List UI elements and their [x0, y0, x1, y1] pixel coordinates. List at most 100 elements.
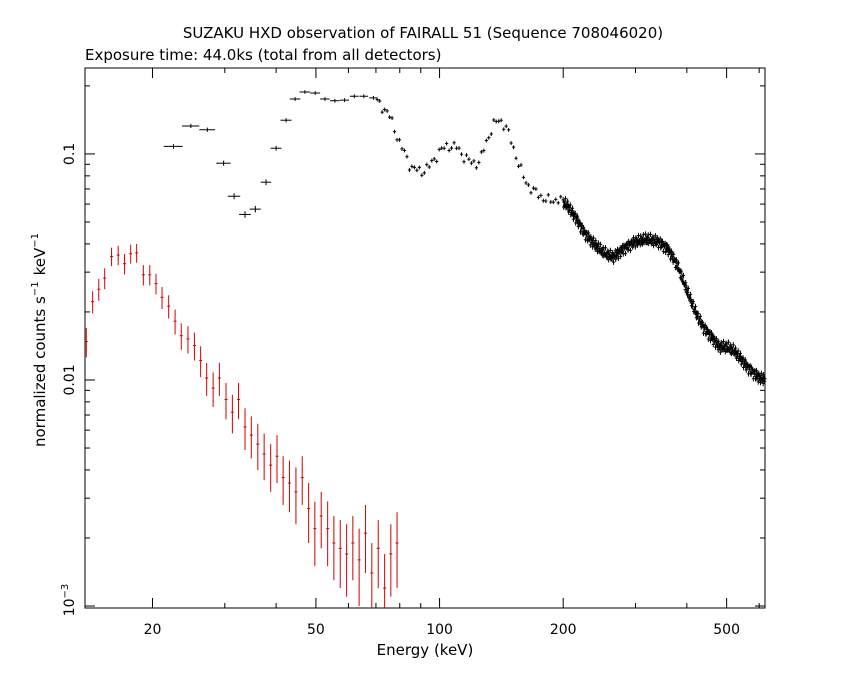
data-point	[610, 255, 614, 262]
data-point	[103, 268, 107, 290]
data-point	[489, 132, 493, 136]
data-point	[693, 303, 698, 310]
data-point	[499, 118, 503, 123]
data-point	[389, 524, 393, 597]
data-point	[756, 379, 760, 385]
data-point	[445, 141, 449, 146]
data-point	[294, 467, 298, 525]
data-point	[731, 347, 735, 353]
chart-subtitle: Exposure time: 44.0ks (total from all de…	[85, 46, 441, 64]
data-point	[310, 91, 321, 95]
data-point	[224, 382, 228, 420]
data-point	[287, 460, 291, 513]
data-point	[269, 444, 273, 492]
data-point	[575, 213, 580, 219]
data-point	[154, 273, 158, 295]
data-point	[529, 190, 533, 195]
data-point	[743, 357, 747, 363]
data-point	[559, 194, 563, 199]
data-point	[405, 154, 409, 159]
data-point	[148, 265, 152, 286]
data-point	[573, 210, 577, 217]
data-point	[674, 257, 678, 263]
data-point	[698, 313, 702, 320]
data-point	[410, 164, 414, 169]
data-point	[402, 148, 407, 153]
data-point	[669, 248, 674, 254]
data-point	[688, 291, 693, 298]
data-point	[457, 146, 461, 151]
data-point	[531, 186, 536, 191]
data-point	[607, 256, 611, 263]
data-point	[591, 235, 596, 241]
data-point	[492, 118, 496, 122]
chart-title: SUZAKU HXD observation of FAIRALL 51 (Se…	[183, 24, 663, 42]
x-axis-label: Energy (keV)	[377, 641, 474, 659]
data-point	[714, 336, 719, 342]
data-point	[482, 148, 486, 153]
data-point	[763, 376, 767, 382]
data-point	[556, 200, 560, 205]
data-point	[459, 152, 464, 157]
data-point	[626, 247, 630, 253]
x-tick-label: 100	[426, 622, 453, 638]
data-point	[369, 95, 378, 100]
data-point	[397, 137, 402, 142]
data-point	[563, 201, 567, 207]
data-point	[160, 286, 164, 310]
data-point	[256, 423, 260, 470]
data-point	[658, 236, 662, 242]
data-point	[129, 244, 133, 264]
data-point	[230, 394, 234, 434]
data-point	[217, 362, 221, 396]
data-point	[736, 348, 740, 354]
data-point	[270, 145, 282, 151]
y-tick-label-base: 10	[62, 598, 78, 616]
data-point	[661, 248, 666, 255]
data-point	[412, 165, 417, 170]
data-point	[385, 108, 389, 113]
data-point	[507, 127, 511, 132]
data-point	[484, 138, 488, 143]
data-point	[442, 146, 446, 151]
y-axis-label: normalized counts s−1keV−1	[30, 233, 49, 447]
data-point	[237, 382, 241, 420]
data-point	[672, 251, 676, 258]
y-axis-label-main: normalized counts s	[31, 296, 49, 447]
data-point	[509, 141, 513, 146]
data-point	[606, 249, 610, 255]
data-point	[97, 278, 101, 301]
data-point	[243, 408, 247, 451]
data-point	[759, 370, 763, 377]
data-point	[163, 144, 183, 149]
x-tick-label: 50	[307, 622, 325, 638]
data-point	[173, 309, 177, 335]
data-point	[718, 349, 723, 355]
data-point	[731, 342, 735, 348]
data-point	[701, 321, 705, 328]
data-point	[430, 158, 434, 163]
data-point	[211, 372, 215, 407]
data-point	[651, 234, 655, 240]
data-point	[596, 240, 600, 246]
data-point	[474, 165, 479, 170]
data-point	[563, 196, 568, 202]
data-point	[578, 229, 583, 235]
data-point	[249, 416, 253, 459]
data-point	[719, 339, 723, 346]
data-point	[539, 193, 543, 198]
data-point	[655, 240, 659, 246]
data-point	[586, 230, 591, 236]
data-point	[666, 251, 670, 258]
data-point	[407, 168, 412, 172]
x-tick-label: 200	[550, 622, 577, 638]
data-point	[179, 323, 183, 350]
data-point	[679, 269, 683, 275]
data-point	[375, 97, 379, 102]
data-point	[182, 123, 200, 129]
data-point	[186, 326, 190, 354]
data-point	[603, 245, 608, 251]
data-point	[701, 330, 706, 336]
x-tick-label: 20	[144, 622, 162, 638]
data-point	[568, 202, 572, 208]
